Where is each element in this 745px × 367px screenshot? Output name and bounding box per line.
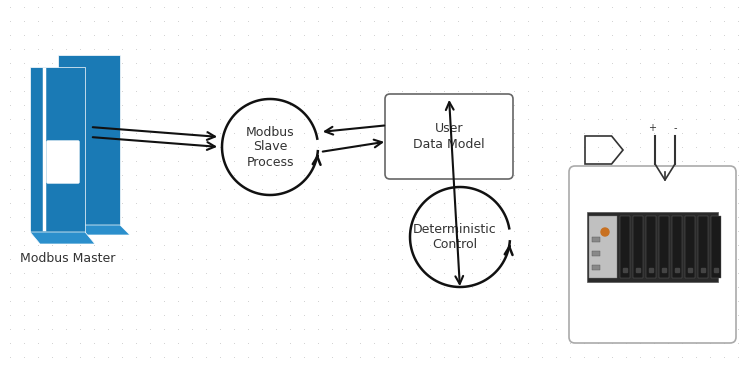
Text: -: - <box>673 123 676 133</box>
Bar <box>592 251 600 256</box>
Polygon shape <box>30 67 85 232</box>
Bar <box>711 216 721 278</box>
Bar <box>587 212 718 282</box>
Text: Deterministic
Control: Deterministic Control <box>413 223 497 251</box>
Bar <box>685 216 695 278</box>
Text: +: + <box>648 123 656 133</box>
Text: Modbus
Slave
Process: Modbus Slave Process <box>246 126 294 168</box>
Bar <box>592 265 600 270</box>
Bar <box>589 216 617 278</box>
Text: User
Data Model: User Data Model <box>413 123 485 150</box>
Bar <box>698 216 708 278</box>
Polygon shape <box>58 55 120 225</box>
Polygon shape <box>58 225 130 235</box>
Bar <box>672 216 682 278</box>
Bar <box>592 237 600 242</box>
Text: Modbus Master: Modbus Master <box>20 252 115 265</box>
Bar <box>659 216 669 278</box>
Bar <box>633 216 643 278</box>
Bar <box>646 216 656 278</box>
Bar <box>620 216 630 278</box>
FancyBboxPatch shape <box>47 141 79 183</box>
FancyBboxPatch shape <box>569 166 736 343</box>
Polygon shape <box>30 232 95 244</box>
Circle shape <box>601 228 609 236</box>
FancyBboxPatch shape <box>385 94 513 179</box>
